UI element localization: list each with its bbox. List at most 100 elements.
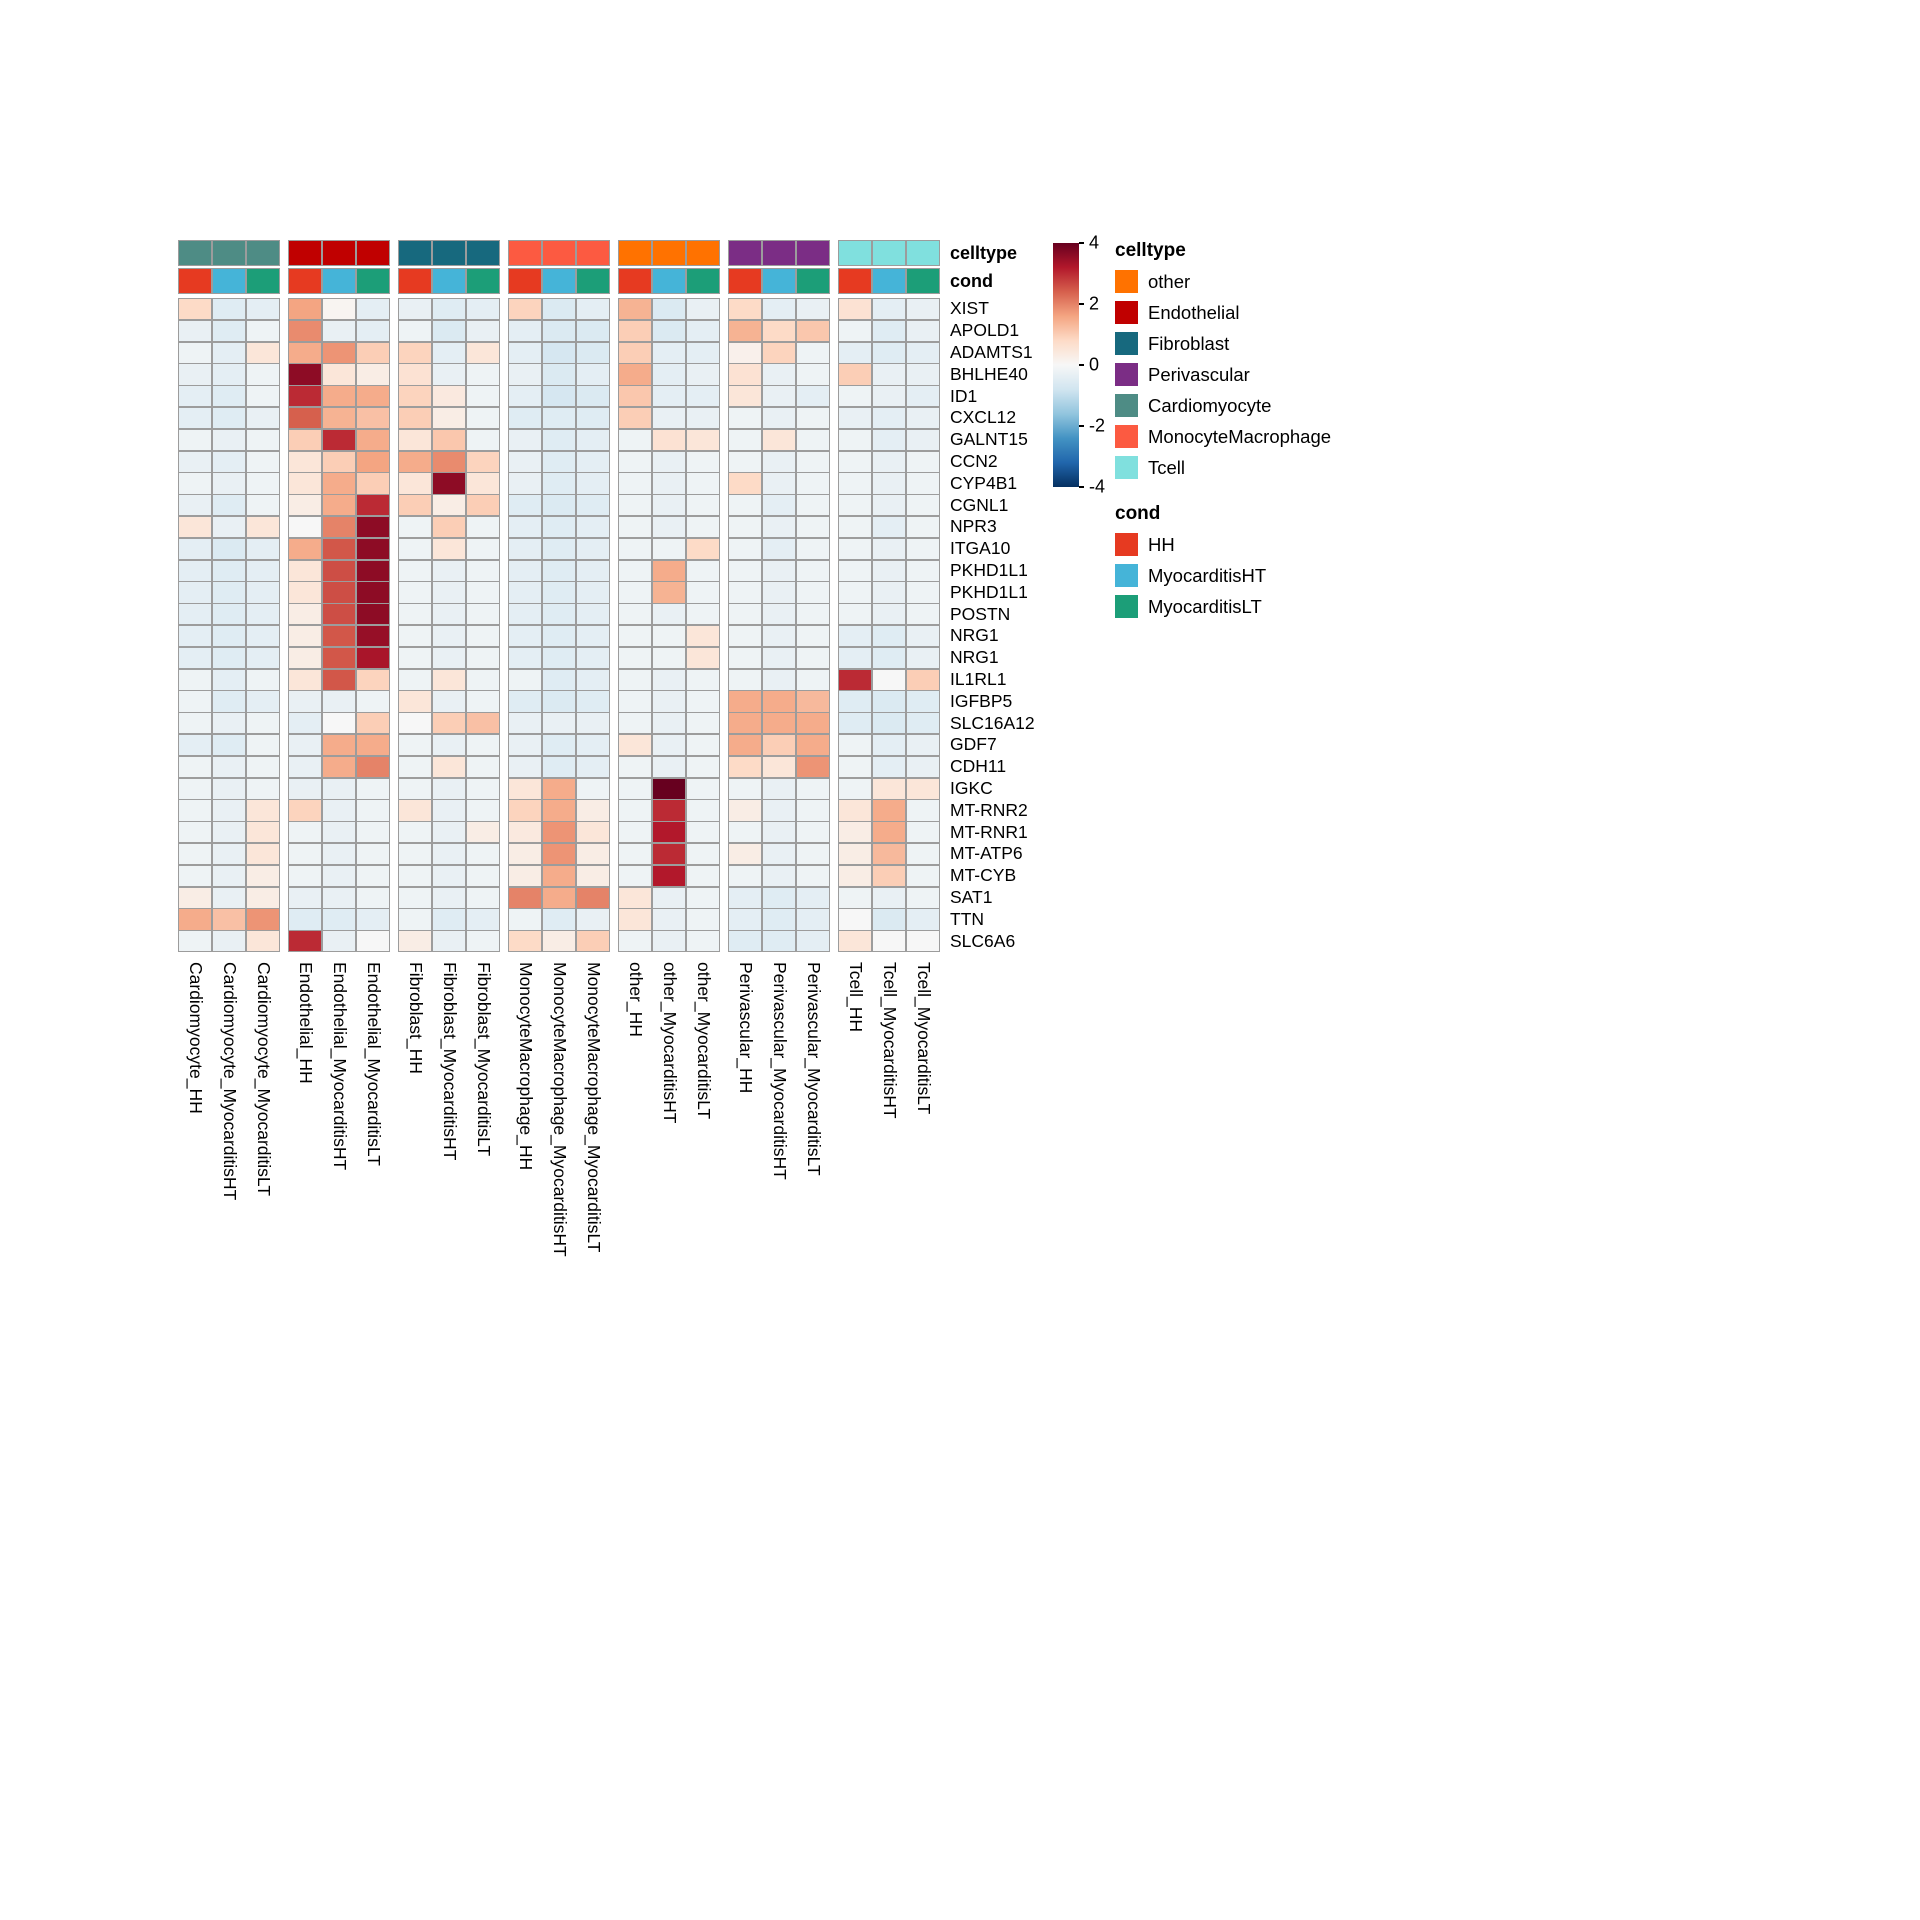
heatmap-cell <box>212 319 246 343</box>
heatmap-cell <box>796 407 830 430</box>
heatmap-cell <box>576 886 610 909</box>
legend-item-label: MyocarditisHT <box>1148 564 1267 586</box>
heatmap-cell <box>356 646 390 670</box>
heatmap-cell <box>246 581 280 604</box>
heatmap-cell <box>838 755 872 779</box>
heatmap-cell <box>432 799 466 822</box>
column-label: Cardiomyocyte_HH <box>186 962 206 1114</box>
cond-annotation-label: cond <box>950 270 993 291</box>
heatmap-cell <box>796 385 830 408</box>
heatmap-cell <box>762 472 796 495</box>
colorbar-tick-label: 4 <box>1089 232 1100 253</box>
heatmap-cell <box>618 646 652 670</box>
heatmap-cell <box>872 646 906 670</box>
heatmap-cell <box>432 450 466 473</box>
heatmap-cell <box>872 298 906 321</box>
heatmap-cell <box>356 407 390 430</box>
celltype-annotation-cell <box>576 240 610 266</box>
heatmap-cell <box>288 821 322 844</box>
legend-item-label: Endothelial <box>1148 301 1240 323</box>
heatmap-cell <box>508 668 542 691</box>
heatmap-cell <box>356 712 390 735</box>
heatmap-cell <box>288 559 322 582</box>
heatmap-cell <box>872 516 906 539</box>
heatmap-cell <box>212 494 246 517</box>
heatmap-cell <box>686 821 720 844</box>
gene-label: CCN2 <box>950 450 998 471</box>
heatmap-cell <box>762 516 796 539</box>
heatmap-cell <box>686 886 720 909</box>
heatmap-cell <box>432 581 466 604</box>
heatmap-cell <box>542 690 576 713</box>
heatmap-cell <box>508 516 542 539</box>
heatmap-cell <box>838 559 872 582</box>
heatmap-cell <box>686 581 720 604</box>
heatmap-cell <box>838 319 872 343</box>
heatmap-cell <box>542 603 576 626</box>
heatmap-cell <box>686 712 720 735</box>
heatmap-cell <box>728 843 762 866</box>
heatmap-cell <box>398 625 432 648</box>
heatmap-cell <box>356 472 390 495</box>
heatmap-cell <box>762 821 796 844</box>
heatmap-cell <box>686 799 720 822</box>
heatmap-cell <box>838 930 872 953</box>
heatmap-cell <box>508 450 542 473</box>
gene-label: CYP4B1 <box>950 472 1018 493</box>
heatmap-cell <box>576 450 610 473</box>
heatmap-cell <box>398 603 432 626</box>
heatmap-cell <box>906 777 940 800</box>
heatmap-cell <box>618 450 652 473</box>
heatmap-cell <box>322 799 356 822</box>
cond-annotation-cell <box>576 268 610 294</box>
heatmap-cell <box>652 494 686 517</box>
heatmap-cell <box>246 363 280 386</box>
heatmap-cell <box>398 581 432 604</box>
column-label: Endothelial_HH <box>296 962 316 1084</box>
heatmap-cell <box>178 843 212 866</box>
heatmap-cell <box>576 298 610 321</box>
heatmap-cell <box>728 559 762 582</box>
heatmap-cell <box>212 428 246 452</box>
cond-annotation-cell <box>398 268 432 294</box>
celltype-annotation-label: celltype <box>950 242 1018 263</box>
heatmap-cell <box>466 428 500 452</box>
heatmap-cell <box>356 298 390 321</box>
heatmap-cell <box>838 363 872 386</box>
heatmap-cell <box>212 341 246 364</box>
legend-item-label: MyocarditisLT <box>1148 595 1262 617</box>
heatmap-cell <box>246 625 280 648</box>
heatmap-cell <box>728 603 762 626</box>
heatmap-cell <box>322 341 356 364</box>
heatmap-cell <box>762 494 796 517</box>
heatmap-cell <box>432 407 466 430</box>
heatmap-cell <box>322 516 356 539</box>
heatmap-cell <box>686 908 720 931</box>
heatmap-cell <box>728 755 762 779</box>
heatmap-cell <box>508 537 542 561</box>
heatmap-cell <box>322 821 356 844</box>
heatmap-cell <box>466 668 500 691</box>
heatmap-cell <box>398 472 432 495</box>
celltype-annotation-cell <box>762 240 796 266</box>
heatmap-cell <box>178 559 212 582</box>
heatmap-cell <box>356 319 390 343</box>
heatmap-cell <box>906 319 940 343</box>
heatmap-cell <box>508 755 542 779</box>
heatmap-cell <box>652 603 686 626</box>
heatmap-cell <box>686 319 720 343</box>
heatmap-cell <box>838 777 872 800</box>
heatmap-cell <box>906 472 940 495</box>
heatmap-cell <box>618 537 652 561</box>
heatmap-cell <box>246 494 280 517</box>
heatmap-cell <box>686 298 720 321</box>
heatmap-cell <box>508 341 542 364</box>
heatmap-cell <box>906 298 940 321</box>
heatmap-cell <box>576 341 610 364</box>
heatmap-cell <box>542 734 576 757</box>
heatmap-cell <box>432 472 466 495</box>
heatmap-cell <box>872 690 906 713</box>
heatmap-cell <box>728 450 762 473</box>
legend-swatch <box>1115 301 1138 324</box>
